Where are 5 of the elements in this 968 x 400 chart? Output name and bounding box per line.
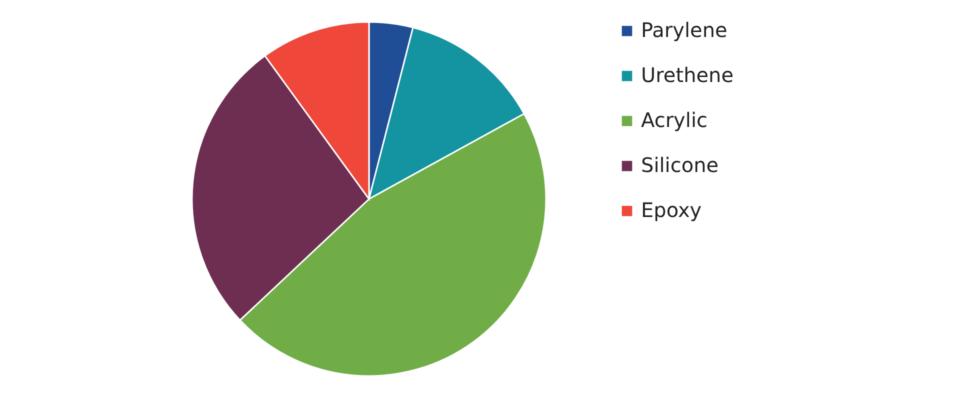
legend-label: Acrylic	[641, 108, 708, 132]
legend-label: Silicone	[641, 153, 719, 177]
legend-label: Parylene	[641, 18, 728, 42]
legend-label: Epoxy	[641, 198, 702, 222]
legend-label: Urethene	[641, 63, 734, 87]
